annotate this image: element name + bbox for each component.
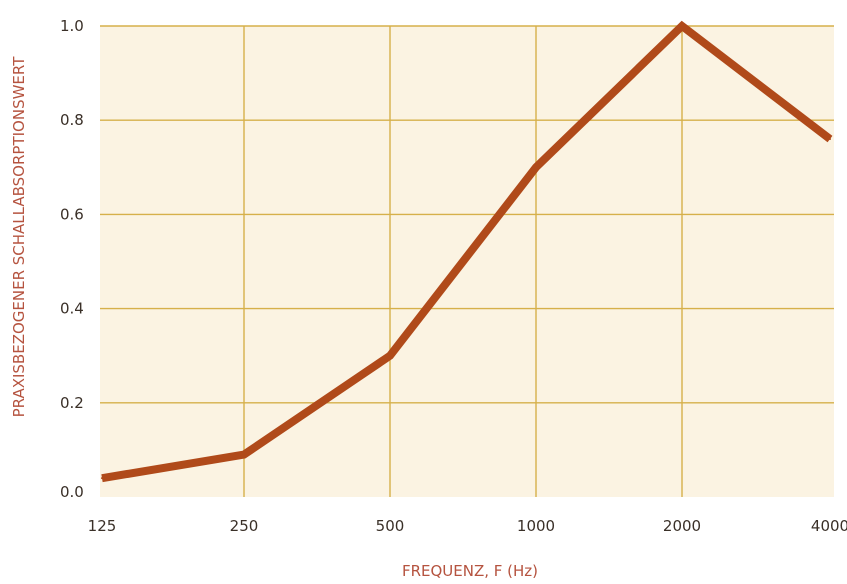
- grid: [100, 25, 834, 497]
- y-axis-title: PRAXISBEZOGENER SCHALLABSORPTIONSWERT: [10, 56, 28, 418]
- series: [101, 20, 833, 483]
- y-tick-label-5: 1.0: [60, 17, 84, 35]
- x-tick-label-5: 4000: [811, 517, 847, 535]
- data-point-5: [829, 138, 831, 141]
- y-tick-label-4: 0.8: [60, 111, 84, 129]
- y-tick-label-2: 0.4: [60, 300, 84, 318]
- series-line: [101, 20, 833, 483]
- x-axis-title: FREQUENZ, F (Hz): [402, 562, 538, 580]
- tick-labels: 0.0 0.2 0.4 0.6 0.8 1.0 125 250 500 1000 2000 4000: [60, 17, 847, 535]
- data-point-3: [535, 166, 537, 169]
- y-tick-label-1: 0.2: [60, 394, 84, 412]
- y-tick-label-0: 0.0: [60, 483, 84, 501]
- data-point-1: [243, 453, 245, 456]
- data-point-4: [681, 25, 683, 27]
- x-tick-label-3: 1000: [517, 517, 555, 535]
- x-tick-label-4: 2000: [663, 517, 701, 535]
- x-tick-label-2: 500: [376, 517, 405, 535]
- data-point-0: [101, 477, 103, 480]
- x-tick-label-0: 125: [88, 517, 117, 535]
- data-point-2: [389, 354, 391, 357]
- y-tick-label-3: 0.6: [60, 205, 84, 223]
- x-tick-label-1: 250: [230, 517, 259, 535]
